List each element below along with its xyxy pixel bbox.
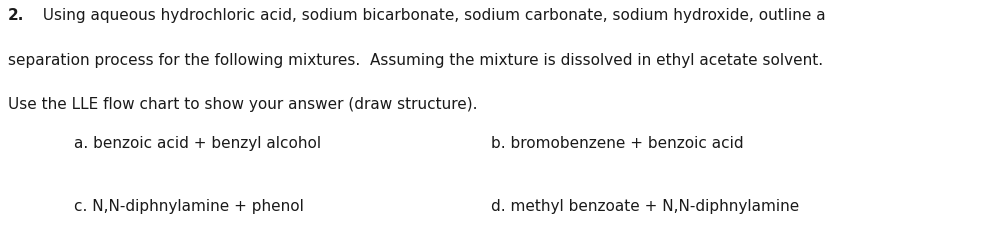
Text: Use the LLE flow chart to show your answer (draw structure).: Use the LLE flow chart to show your answ…	[8, 97, 477, 112]
Text: d. methyl benzoate + N,N-diphnylamine: d. methyl benzoate + N,N-diphnylamine	[491, 199, 800, 214]
Text: 2.: 2.	[8, 8, 25, 24]
Text: b. bromobenzene + benzoic acid: b. bromobenzene + benzoic acid	[491, 136, 744, 151]
Text: separation process for the following mixtures.  Assuming the mixture is dissolve: separation process for the following mix…	[8, 53, 823, 68]
Text: c. N,N-diphnylamine + phenol: c. N,N-diphnylamine + phenol	[74, 199, 305, 214]
Text: a. benzoic acid + benzyl alcohol: a. benzoic acid + benzyl alcohol	[74, 136, 321, 151]
Text: Using aqueous hydrochloric acid, sodium bicarbonate, sodium carbonate, sodium hy: Using aqueous hydrochloric acid, sodium …	[33, 8, 825, 24]
